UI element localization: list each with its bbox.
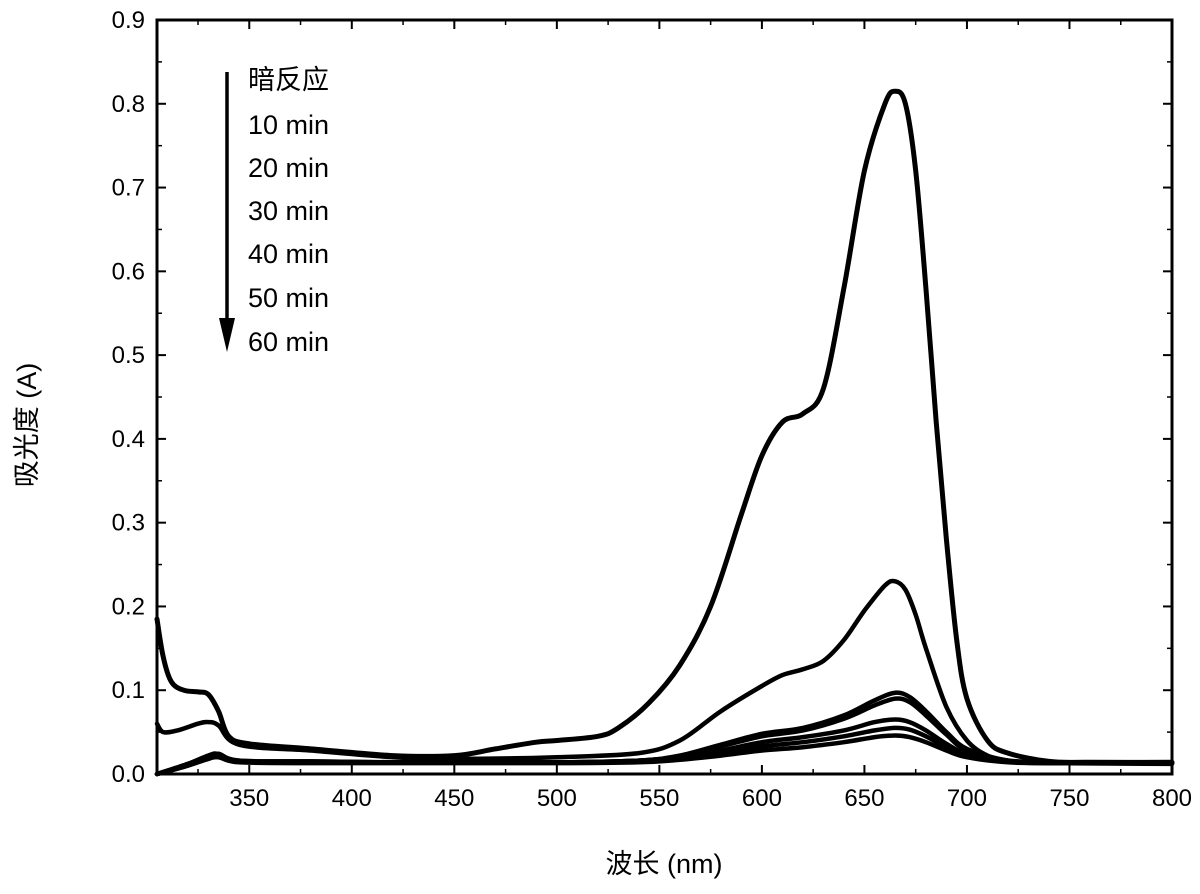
x-tick-label: 650	[844, 785, 884, 812]
legend-entry: 50 min	[248, 283, 329, 313]
x-tick-label: 700	[947, 785, 987, 812]
series-line	[154, 88, 1175, 765]
legend-arrow-head	[219, 318, 235, 352]
x-tick-label: 750	[1049, 785, 1089, 812]
tick-labels-layer: 350 400 450 500 550 600 650 700 750 800 0.0 0.1 0.2 0…	[112, 7, 1192, 812]
x-axis-title: 波长 (nm)	[606, 849, 723, 879]
y-tick-label: 0.5	[112, 342, 145, 369]
x-tick-label: 400	[332, 785, 372, 812]
legend-entry: 40 min	[248, 239, 329, 269]
y-tick-label: 0.3	[112, 510, 145, 537]
series-line	[154, 578, 1175, 766]
legend-entry: 10 min	[248, 110, 329, 140]
x-tick-label: 450	[434, 785, 474, 812]
series-layer	[154, 88, 1175, 777]
series-line	[154, 733, 1175, 777]
legend-entry: 20 min	[248, 153, 329, 183]
y-tick-label: 0.7	[112, 175, 145, 202]
y-tick-label: 0.9	[112, 7, 145, 34]
x-tick-label: 800	[1152, 785, 1192, 812]
legend: 暗反应 10 min 20 min 30 min 40 min 50 min 6…	[219, 65, 329, 357]
y-tick-label: 0.8	[112, 91, 145, 118]
y-tick-label: 0.4	[112, 426, 145, 453]
y-tick-label: 0.1	[112, 677, 145, 704]
legend-entry: 30 min	[248, 196, 329, 226]
legend-entry: 60 min	[248, 327, 329, 357]
y-tick-label: 0.6	[112, 258, 145, 285]
legend-entry: 暗反应	[248, 65, 329, 95]
x-tick-label: 500	[537, 785, 577, 812]
y-tick-label: 0.2	[112, 593, 145, 620]
y-axis-title: 吸光度 (A)	[12, 363, 42, 488]
x-tick-label: 350	[229, 785, 269, 812]
y-tick-label: 0.0	[112, 761, 145, 788]
x-tick-label: 550	[639, 785, 679, 812]
x-tick-label: 600	[742, 785, 782, 812]
ticks-layer	[157, 19, 1173, 775]
